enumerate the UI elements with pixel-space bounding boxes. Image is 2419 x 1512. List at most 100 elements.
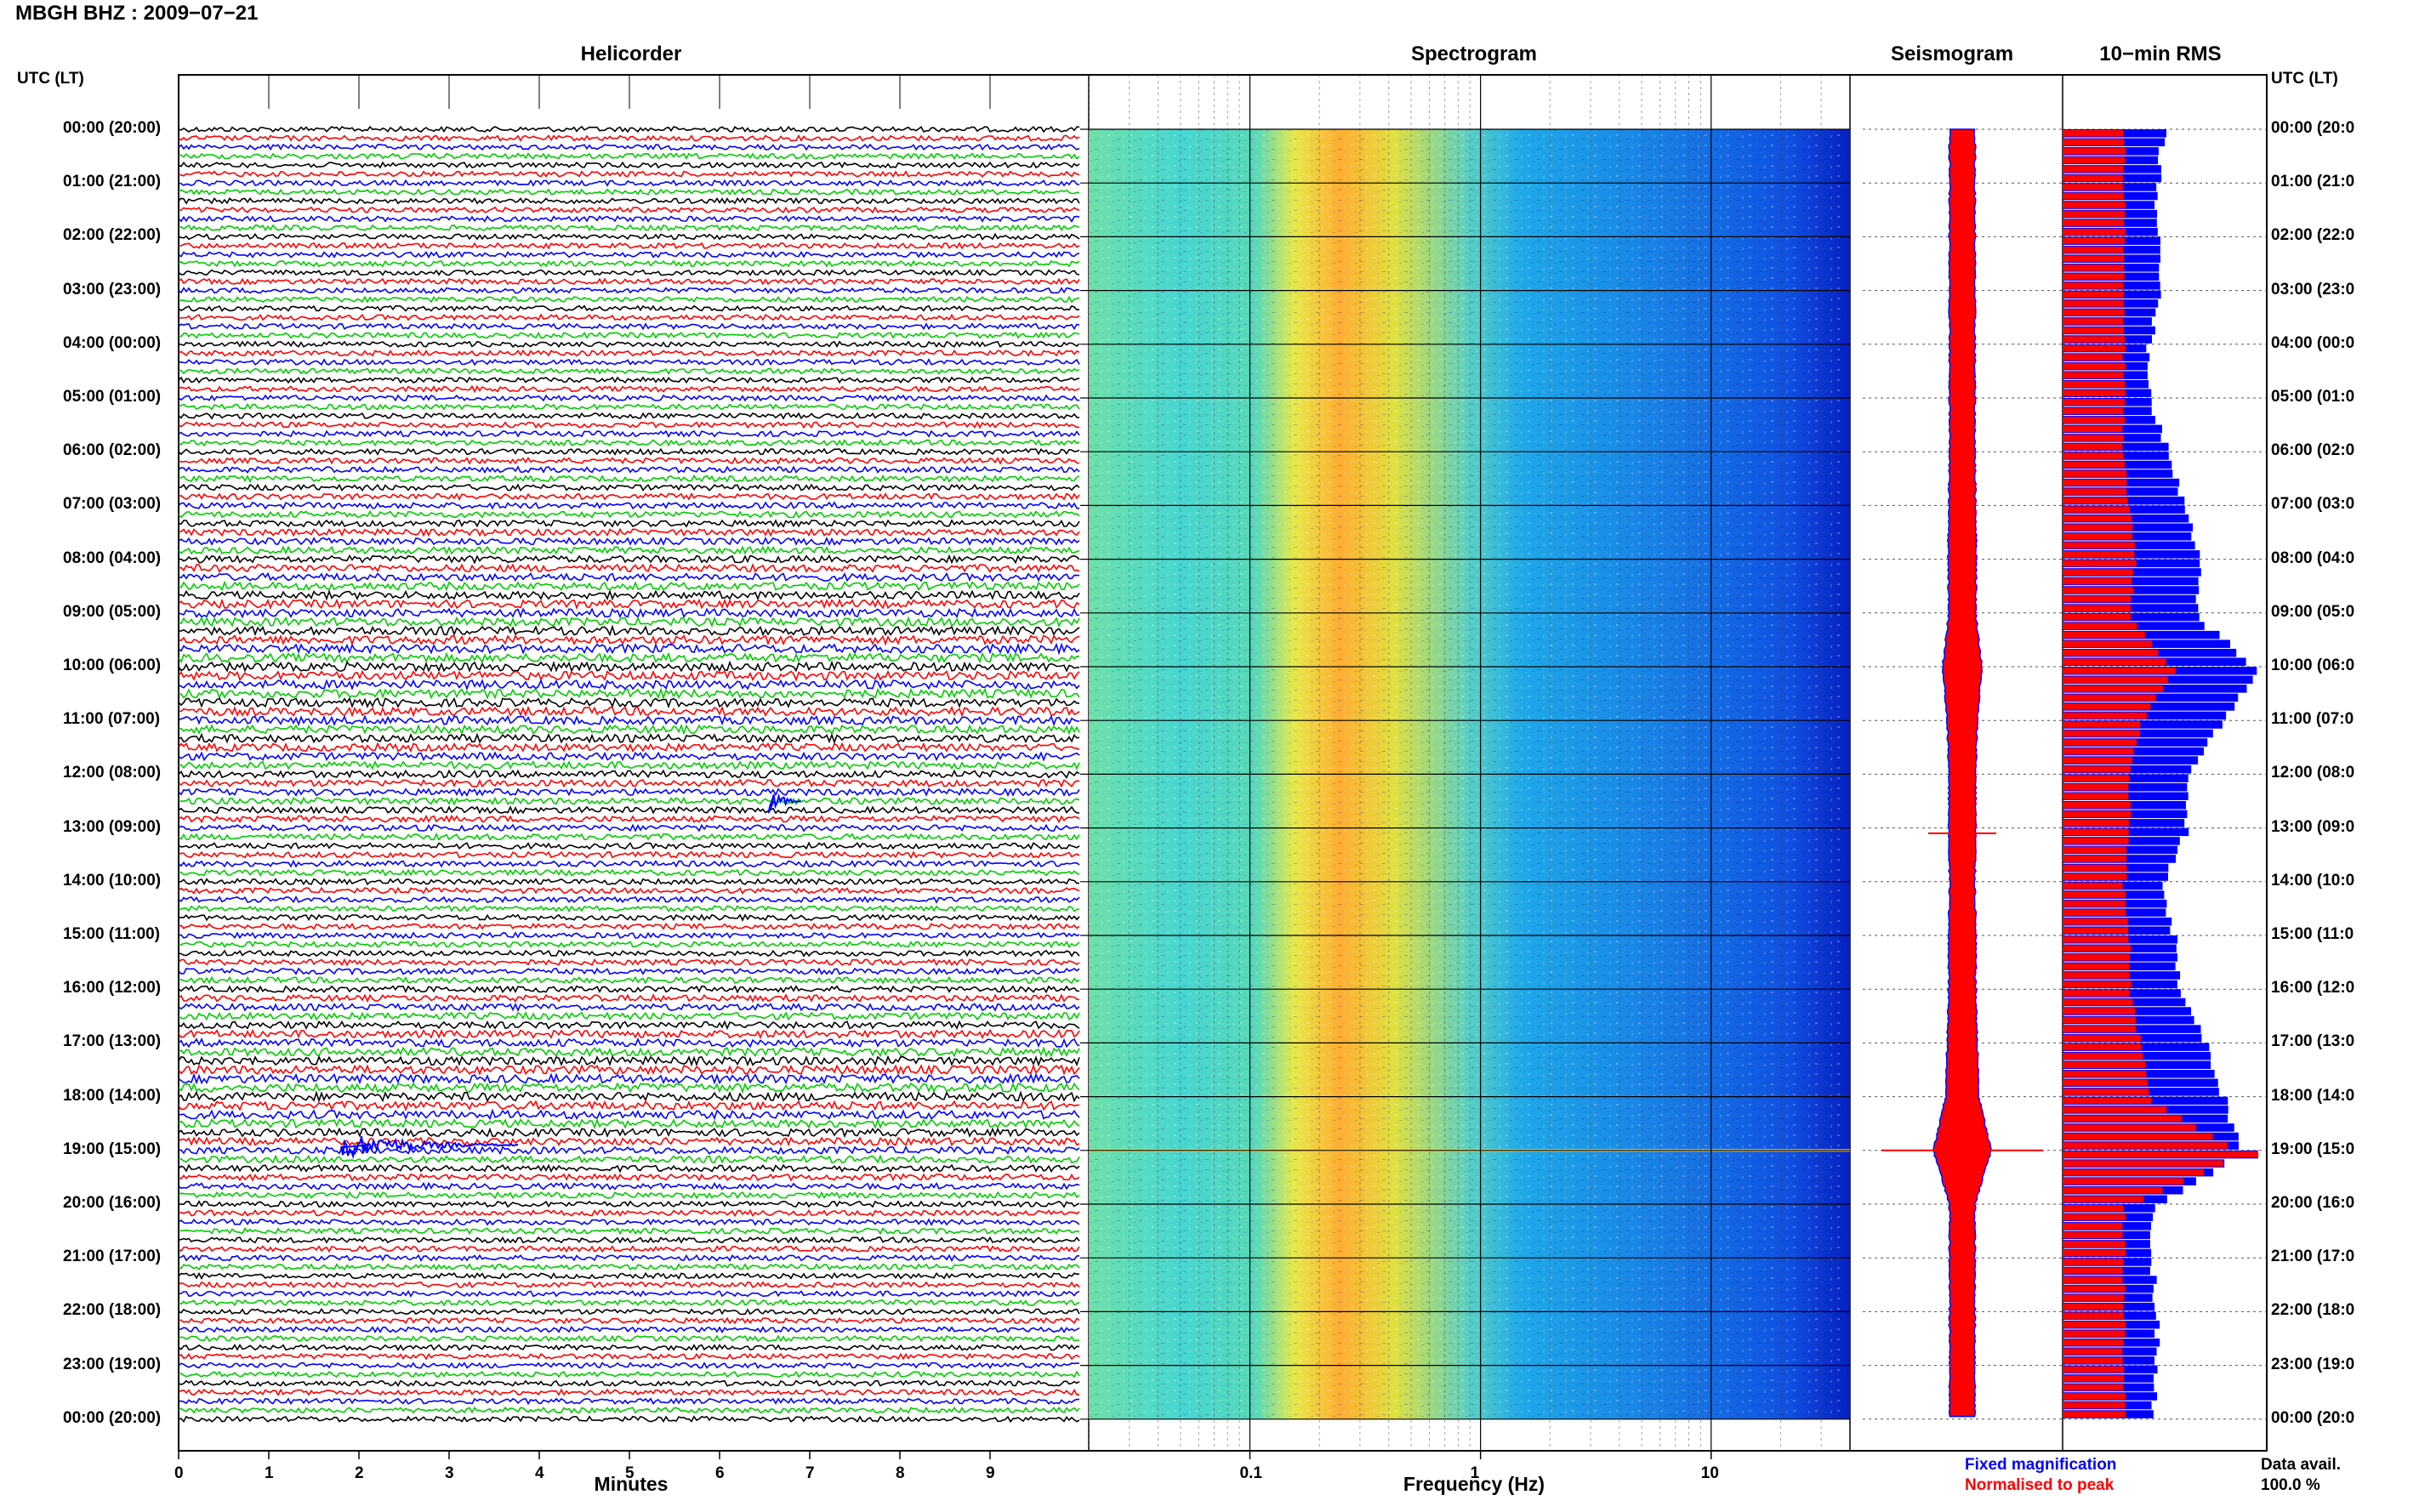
helicorder-trace (178, 295, 1080, 304)
helicorder-trace (178, 242, 1080, 250)
helicorder-trace (178, 841, 1080, 850)
hour-label-right: 12:00 (08:0 (2271, 764, 2355, 782)
helicorder-trace (178, 833, 1080, 842)
rms-bar-normalised (2063, 703, 2151, 710)
rms-panel (2063, 128, 2267, 1420)
rms-bar-normalised (2063, 802, 2131, 809)
rms-bar-normalised (2063, 1303, 2123, 1310)
hour-label-right: 11:00 (07:0 (2271, 710, 2354, 729)
rms-bar-normalised (2063, 184, 2123, 190)
rms-bar-normalised (2063, 793, 2129, 799)
hour-label-right: 14:00 (10:0 (2271, 871, 2355, 890)
helicorder-trace (178, 1361, 1080, 1370)
rms-bar-normalised (2063, 676, 2168, 684)
helicorder-trace (178, 949, 1080, 958)
helicorder-trace (178, 1090, 1080, 1103)
helicorder-trace (178, 1316, 1080, 1325)
helicorder-trace (178, 787, 1080, 798)
helicorder-trace (178, 814, 1080, 824)
right-time-axis-label: UTC (LT) (2271, 70, 2338, 88)
rms-bar-normalised (2063, 1079, 2148, 1087)
rms-bar-normalised (2063, 506, 2130, 513)
hour-label-right: 00:00 (20:0 (2271, 119, 2355, 137)
rms-bar-normalised (2063, 497, 2128, 504)
helicorder-trace (178, 886, 1080, 895)
helicorder-trace (178, 161, 1080, 169)
rms-bar-normalised (2063, 210, 2125, 218)
hour-label-left: 09:00 (05:00) (63, 602, 162, 621)
rms-bar-normalised (2063, 712, 2147, 719)
helicorder-trace (178, 384, 1080, 394)
helicorder-trace (178, 287, 1080, 295)
hour-label-right: 15:00 (11:0 (2271, 925, 2354, 943)
hour-label-left: 11:00 (07:00) (63, 710, 161, 729)
helicorder-trace (178, 1100, 1080, 1112)
helicorder-trace (178, 545, 1080, 555)
rms-bar-normalised (2063, 640, 2153, 647)
rms-bar-normalised (2063, 649, 2159, 657)
rms-bar-normalised (2063, 1115, 2182, 1123)
helicorder-trace (179, 913, 1080, 922)
rms-bar-normalised (2063, 998, 2133, 1006)
rms-bar-normalised (2063, 219, 2125, 226)
rms-bar-normalised (2063, 972, 2130, 979)
helicorder-trace (178, 1011, 1080, 1021)
helicorder-trace (178, 322, 1080, 331)
helicorder-trace (178, 394, 1080, 402)
rms-bar-normalised (2063, 524, 2133, 531)
rms-bar-normalised (2063, 1294, 2125, 1301)
rms-bar-normalised (2063, 273, 2125, 281)
hour-label-left: 07:00 (03:00) (63, 495, 162, 514)
hour-label-right: 19:00 (15:0 (2271, 1140, 2355, 1158)
hour-label-right: 10:00 (06:0 (2271, 657, 2355, 674)
hour-label-left: 00:00 (20:00) (63, 1408, 162, 1427)
helicorder-trace (178, 188, 1080, 196)
helicorder-trace (178, 769, 1080, 780)
rms-bar-normalised (2063, 1133, 2213, 1140)
helicorder-trace (178, 859, 1080, 868)
helicorder-trace (178, 714, 1080, 727)
minute-tick-label: 7 (805, 1464, 815, 1482)
minute-tick-label: 3 (445, 1464, 454, 1482)
hour-label-right: 23:00 (19:0 (2271, 1355, 2355, 1373)
rms-bar-normalised (2063, 900, 2126, 907)
helicorder-event-trace (767, 793, 802, 814)
helicorder-trace (178, 669, 1080, 682)
rms-bar-normalised (2063, 282, 2124, 289)
helicorder-trace (178, 134, 1080, 142)
hour-label-left: 17:00 (13:00) (63, 1032, 162, 1051)
hour-label-left: 01:00 (21:00) (63, 173, 162, 191)
rms-bar-normalised (2063, 533, 2132, 540)
helicorder-trace (178, 751, 1080, 762)
hour-label-left: 18:00 (14:00) (63, 1086, 162, 1105)
rms-bar-normalised (2063, 577, 2132, 585)
rms-bar-normalised (2063, 605, 2131, 611)
helicorder-trace (178, 562, 1080, 574)
helicorder-trace (179, 1108, 1080, 1121)
rms-bar-normalised (2063, 1151, 2258, 1158)
rms-bar-normalised (2063, 909, 2126, 916)
rms-bar-normalised (2063, 569, 2133, 576)
helicorder-trace (178, 878, 1080, 886)
rms-bar-normalised (2063, 721, 2141, 728)
helicorder-trace (178, 1379, 1080, 1388)
helicorder-trace (178, 904, 1080, 913)
helicorder-trace (178, 1191, 1080, 1200)
rms-bar-normalised (2063, 1249, 2126, 1257)
helicorder-trace (178, 412, 1080, 420)
helicorder-trace (178, 1163, 1080, 1174)
rms-bar-normalised (2063, 174, 2123, 182)
spectrogram-title: Spectrogram (1410, 43, 1538, 65)
helicorder-trace (178, 501, 1080, 510)
helicorder-trace (178, 429, 1080, 438)
rms-bar-normalised (2063, 918, 2128, 925)
rms-bar-normalised (2063, 1160, 2223, 1167)
rms-bar-normalised (2063, 551, 2135, 558)
rms-bar-normalised (2063, 1008, 2136, 1015)
helicorder-trace (178, 250, 1080, 259)
legend-normalised-to-peak: Normalised to peak (1965, 1476, 2114, 1494)
helicorder-trace (178, 509, 1080, 519)
helicorder-trace (178, 660, 1080, 673)
hour-label-left: 20:00 (16:00) (63, 1194, 162, 1212)
rms-bar-normalised (2063, 425, 2123, 433)
